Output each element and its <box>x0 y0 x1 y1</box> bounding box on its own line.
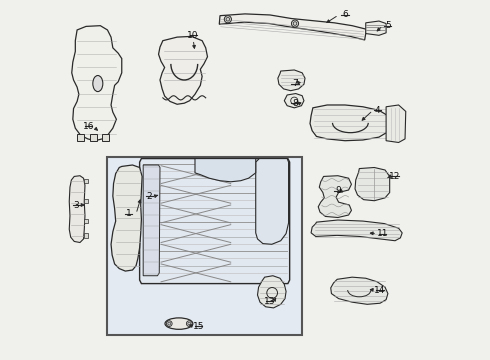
Text: 14: 14 <box>374 285 386 294</box>
Text: 10: 10 <box>188 31 199 40</box>
Bar <box>90 134 97 141</box>
Polygon shape <box>111 165 142 271</box>
Polygon shape <box>310 105 390 141</box>
Polygon shape <box>69 176 85 243</box>
Polygon shape <box>284 94 304 108</box>
Polygon shape <box>331 277 388 304</box>
Text: 13: 13 <box>264 297 275 306</box>
Polygon shape <box>220 14 367 40</box>
Text: 4: 4 <box>374 106 380 115</box>
Circle shape <box>186 321 192 327</box>
Polygon shape <box>140 158 290 284</box>
Text: 2: 2 <box>147 192 152 201</box>
Polygon shape <box>366 21 386 35</box>
Bar <box>102 134 109 141</box>
Polygon shape <box>318 176 351 217</box>
Text: 16: 16 <box>83 122 94 131</box>
Text: 9: 9 <box>335 186 341 195</box>
Bar <box>107 157 302 336</box>
Polygon shape <box>311 220 402 241</box>
Polygon shape <box>386 105 406 143</box>
Text: 1: 1 <box>126 210 132 219</box>
Polygon shape <box>143 165 160 276</box>
Ellipse shape <box>165 318 193 329</box>
Circle shape <box>224 16 231 23</box>
Polygon shape <box>256 158 289 244</box>
Text: 8: 8 <box>292 99 298 108</box>
Text: 5: 5 <box>385 21 391 30</box>
Bar <box>83 199 88 203</box>
Bar <box>83 179 88 183</box>
Text: 6: 6 <box>342 10 348 19</box>
Bar <box>83 219 88 223</box>
Polygon shape <box>258 276 286 308</box>
Text: 12: 12 <box>390 172 401 181</box>
Text: 7: 7 <box>292 79 298 88</box>
Circle shape <box>292 20 298 27</box>
Text: 3: 3 <box>74 201 79 210</box>
Bar <box>83 233 88 238</box>
Polygon shape <box>278 70 305 91</box>
Polygon shape <box>355 167 390 201</box>
Polygon shape <box>72 26 122 141</box>
Text: 11: 11 <box>377 229 388 238</box>
Polygon shape <box>195 158 256 182</box>
Ellipse shape <box>93 76 103 91</box>
Circle shape <box>167 321 172 327</box>
Bar <box>77 134 84 141</box>
Polygon shape <box>159 36 207 104</box>
Text: 15: 15 <box>193 322 204 331</box>
